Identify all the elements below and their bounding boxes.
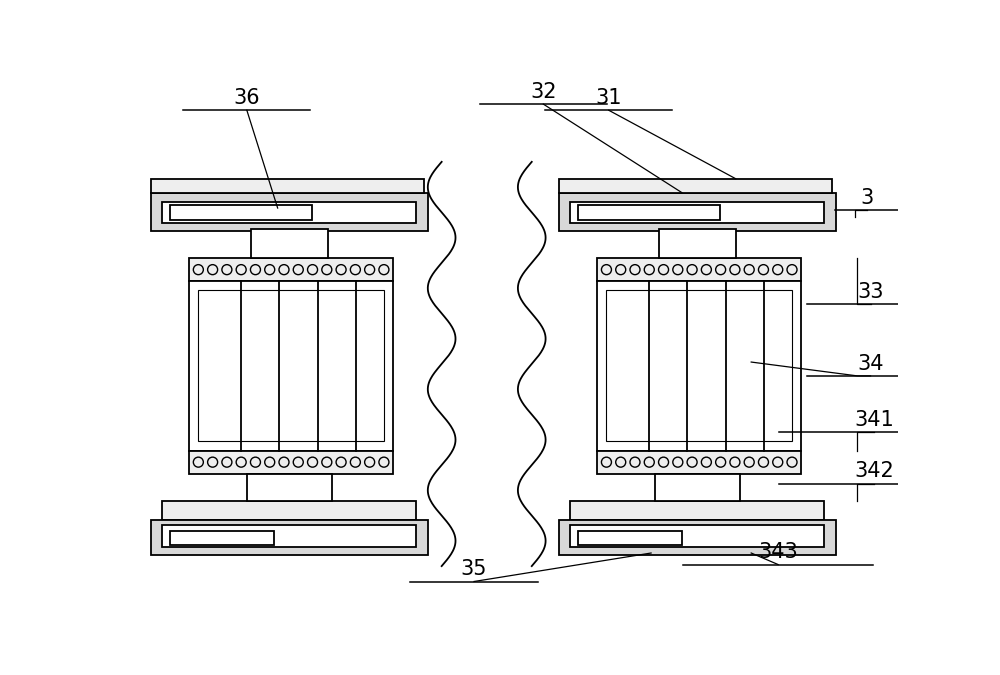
Bar [251, 229, 328, 258]
Bar [597, 281, 801, 451]
Text: 32: 32 [530, 82, 557, 102]
Bar [578, 205, 720, 220]
Text: 36: 36 [234, 88, 260, 108]
Bar [189, 258, 393, 281]
Text: 31: 31 [596, 88, 622, 108]
Text: 3: 3 [860, 188, 873, 208]
Bar [570, 525, 824, 547]
Bar [198, 290, 384, 441]
Bar [570, 501, 824, 520]
Bar [170, 531, 274, 545]
Bar [151, 520, 428, 555]
Bar [162, 525, 416, 547]
Text: 342: 342 [855, 462, 894, 481]
Bar [151, 179, 424, 192]
Bar [559, 179, 832, 192]
Text: 34: 34 [857, 354, 884, 373]
Bar [559, 520, 836, 555]
Bar [578, 531, 682, 545]
Text: 343: 343 [758, 542, 798, 562]
Text: 33: 33 [857, 282, 884, 302]
Bar [559, 192, 836, 231]
Bar [162, 501, 416, 520]
Bar [189, 281, 393, 451]
Bar [659, 229, 736, 258]
Bar [151, 192, 428, 231]
Bar [597, 451, 801, 474]
Bar [162, 202, 416, 223]
Text: 35: 35 [461, 559, 487, 579]
Bar [247, 474, 332, 501]
Bar [570, 202, 824, 223]
Bar [170, 205, 312, 220]
Bar [655, 474, 740, 501]
Bar [597, 258, 801, 281]
Text: 341: 341 [855, 410, 894, 430]
Bar [189, 451, 393, 474]
Bar [606, 290, 792, 441]
